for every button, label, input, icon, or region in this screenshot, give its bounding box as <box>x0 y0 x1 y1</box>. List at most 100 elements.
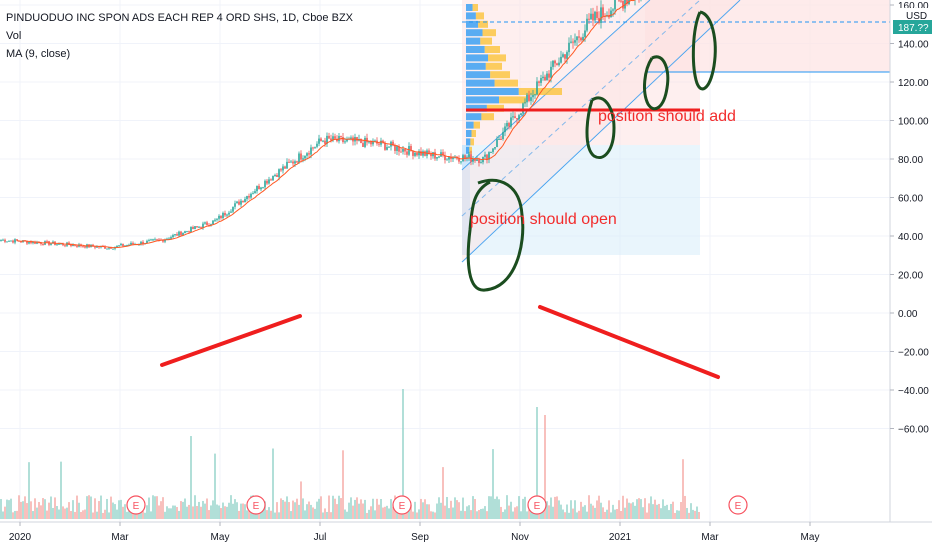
candle-body <box>224 212 226 216</box>
candle-body <box>302 158 304 160</box>
profile-bar-buy <box>466 88 519 95</box>
candle-body <box>424 151 426 156</box>
volume-bar <box>440 502 442 519</box>
volume-bar <box>274 512 276 519</box>
candle-body <box>278 169 280 177</box>
volume-bar <box>590 503 592 519</box>
volume-bar <box>500 506 502 519</box>
candle-body <box>556 63 558 66</box>
candle-body <box>356 137 358 141</box>
volume-bar <box>104 509 106 519</box>
volume-bar <box>644 498 646 519</box>
candle-body <box>368 141 370 143</box>
volume-bar <box>578 510 580 519</box>
candle-body <box>546 73 548 81</box>
volume-bar <box>392 506 394 519</box>
volume-bar <box>366 512 368 519</box>
time-tick-label: May <box>211 532 230 543</box>
candle-body <box>20 241 22 243</box>
profile-bar-buy <box>466 20 479 28</box>
candle-body <box>268 179 270 184</box>
ma-legend[interactable]: MA (9, close) <box>6 48 71 60</box>
volume-bar <box>292 500 294 519</box>
profile-bar-buy <box>466 146 470 154</box>
volume-bar <box>474 499 476 519</box>
candle-body <box>320 138 322 142</box>
trend-line-left[interactable] <box>160 314 302 367</box>
volume-bar <box>512 511 514 519</box>
volume-bar <box>92 512 94 519</box>
volume-bar <box>314 508 316 519</box>
candle-body <box>170 237 172 239</box>
volume-bar <box>324 508 326 519</box>
candle-body <box>570 41 572 43</box>
candle-body <box>192 227 194 229</box>
volume-bar <box>304 510 306 519</box>
candle-body <box>150 239 152 241</box>
volume-bar <box>54 497 56 519</box>
candle-body <box>306 153 308 156</box>
volume-bar <box>574 500 576 519</box>
volume-bar <box>264 501 266 519</box>
price-tick-label: −60.00 <box>898 425 929 436</box>
symbol-title[interactable]: PINDUODUO INC SPON ADS EACH REP 4 ORD SH… <box>6 12 353 24</box>
candle-body <box>448 156 450 160</box>
volume-bar <box>316 501 318 519</box>
volume-bar <box>656 504 658 519</box>
volume-bar <box>682 459 684 519</box>
candle-body <box>364 137 366 147</box>
volume-bar <box>82 510 84 519</box>
profile-bar-sell <box>486 104 504 112</box>
volume-bar <box>560 504 562 519</box>
volume-bar <box>186 506 188 519</box>
candle-body <box>478 159 480 163</box>
volume-bar <box>698 511 700 519</box>
candle-body <box>64 245 66 247</box>
volume-legend[interactable]: Vol <box>6 30 22 42</box>
volume-bar <box>664 505 666 519</box>
earnings-marker[interactable] <box>527 495 547 515</box>
candle-body <box>596 11 598 18</box>
candle-body <box>238 201 240 205</box>
profile-bar-buy <box>466 113 482 121</box>
annotation-open: position should open <box>470 211 617 228</box>
volume-bar <box>480 508 482 519</box>
candle-body <box>502 132 504 140</box>
profile-bar-buy <box>466 79 495 87</box>
volume-bar <box>608 500 610 519</box>
volume-bar <box>410 504 412 519</box>
volume-bar <box>166 506 168 519</box>
volume-bar <box>272 448 274 519</box>
candle-body <box>294 161 296 164</box>
volume-bar <box>592 505 594 519</box>
earnings-marker[interactable] <box>126 495 146 515</box>
candle-body <box>580 37 582 41</box>
volume-bar <box>296 498 298 519</box>
volume-bar <box>352 505 354 519</box>
candle-body <box>32 241 34 244</box>
volume-bar <box>28 462 30 519</box>
volume-bar <box>354 499 356 519</box>
volume-bar <box>600 502 602 519</box>
profile-bar-buy <box>466 54 488 62</box>
candle-body <box>198 226 200 228</box>
volume-bar <box>34 498 36 519</box>
earnings-marker[interactable] <box>392 495 412 515</box>
candle-body <box>126 244 128 246</box>
candle-body <box>50 243 52 245</box>
price-axis[interactable]: 200.00180.00160.00140.00120.00100.0080.0… <box>889 0 929 522</box>
volume-bar <box>232 503 234 519</box>
earnings-marker[interactable] <box>246 495 266 515</box>
profile-bar-buy <box>466 62 486 70</box>
candle-body <box>164 239 166 242</box>
time-axis[interactable]: 2020 Mar May Jul Sep Nov 2021 Mar May <box>0 521 932 543</box>
volume-bar <box>20 501 22 519</box>
volume-bar <box>334 498 336 519</box>
trend-line-right[interactable] <box>538 305 720 379</box>
volume-bar <box>586 511 588 519</box>
candle-body <box>346 139 348 142</box>
earnings-marker[interactable] <box>728 495 748 515</box>
channel-fill <box>462 0 740 262</box>
